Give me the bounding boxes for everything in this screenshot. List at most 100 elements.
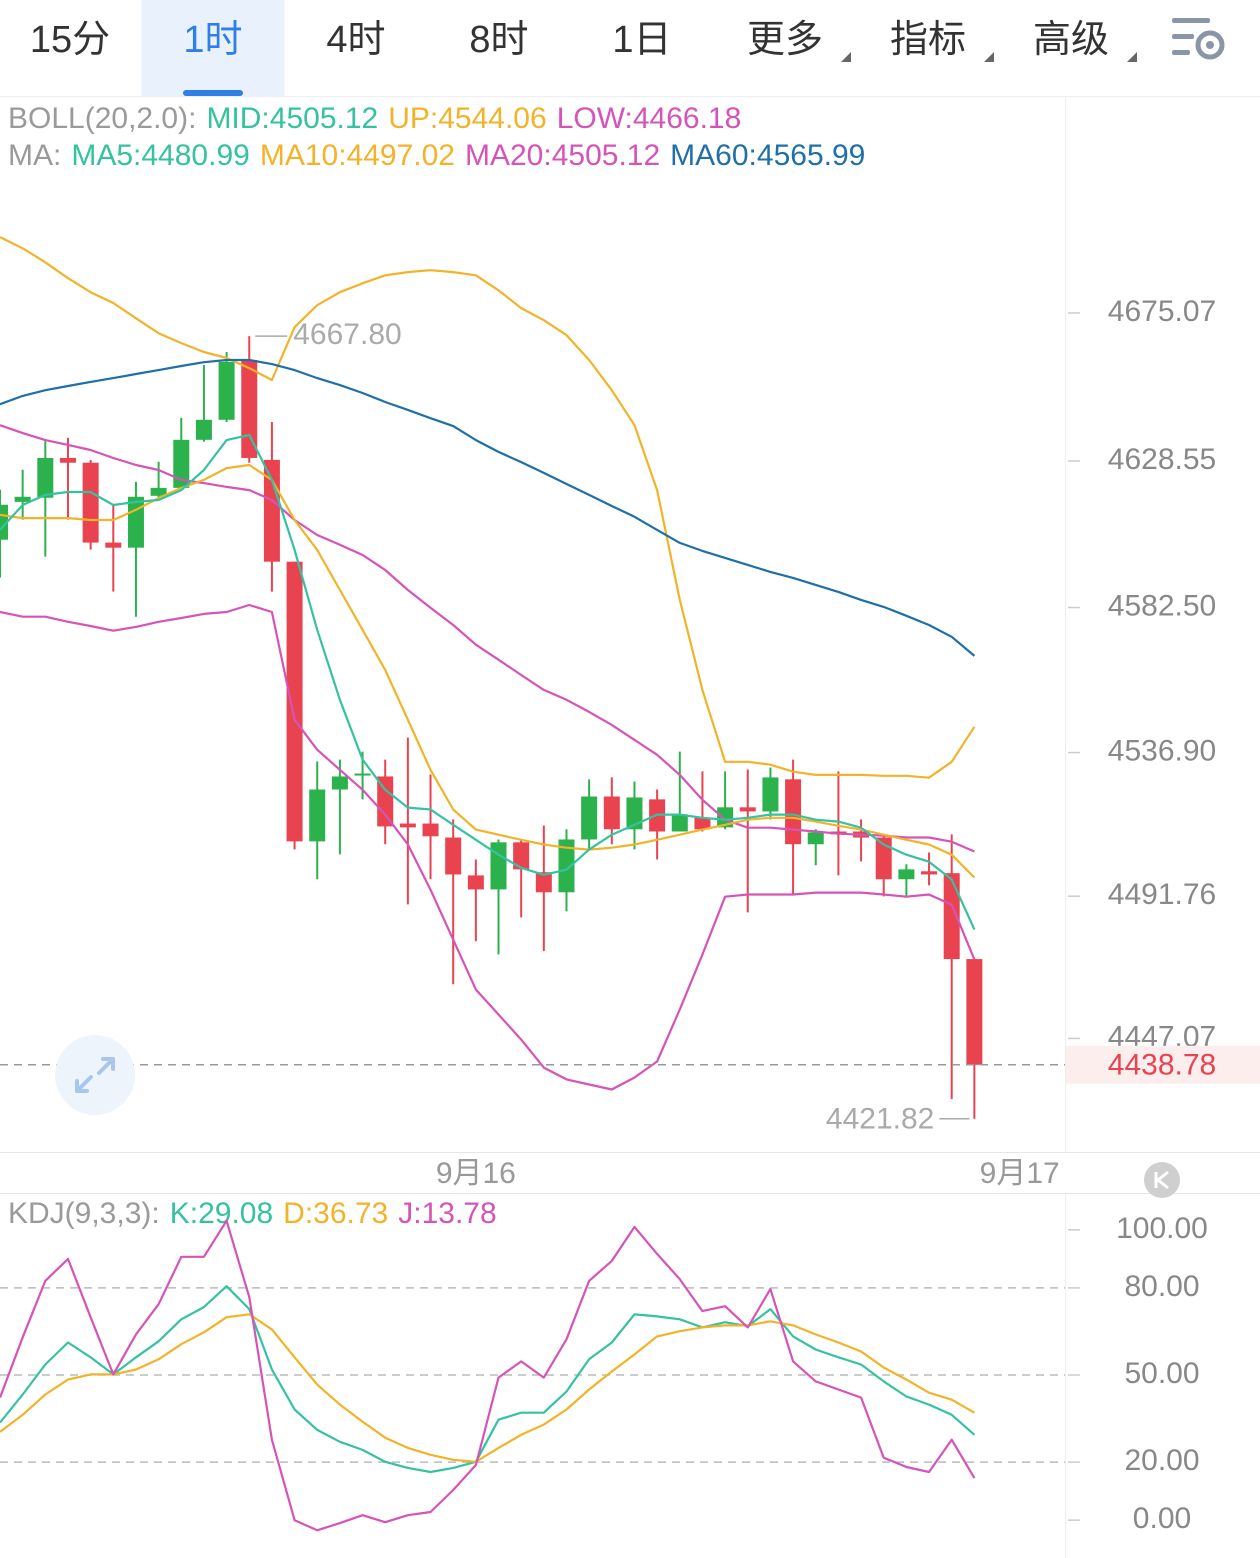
candle-body	[966, 959, 983, 1065]
candle-body	[717, 807, 734, 828]
legend-value: 4505.12	[270, 102, 378, 135]
legend-value: 4497.02	[347, 139, 455, 172]
legend-title: MA:	[8, 139, 61, 172]
y-tick-label: 4582.50	[1108, 589, 1216, 622]
candle-body	[331, 776, 348, 790]
candle-body	[694, 817, 711, 830]
y-tick-label: 4628.55	[1108, 443, 1216, 476]
tab-active-indicator	[183, 90, 243, 96]
candle-body	[422, 823, 439, 837]
candle-body	[785, 779, 802, 845]
legend-value: 4565.99	[757, 139, 865, 172]
candle-body	[14, 496, 31, 502]
candle-body	[875, 837, 892, 880]
candle-body	[943, 873, 960, 960]
expand-button-bg	[55, 1035, 135, 1115]
kdj-panel: KDJ(9,3,3): K:29.08 D:36.73 J:13.78 100.00 80…	[0, 1197, 1208, 1535]
candle-body	[603, 796, 620, 830]
expand-icon	[75, 1057, 115, 1093]
tab-label: 15分	[30, 19, 110, 61]
last-price-label: 4438.78	[1108, 1049, 1216, 1082]
legend-label: MA60:	[670, 139, 757, 172]
tab-active-bg	[141, 0, 285, 96]
candle-body	[59, 457, 76, 463]
candle-body	[626, 797, 643, 830]
candle-body	[173, 439, 190, 488]
icon-gear-center	[1206, 41, 1214, 49]
k-icon	[1154, 1170, 1169, 1190]
legend-value: 36.73	[313, 1197, 388, 1230]
legend-value: 4544.06	[438, 102, 546, 135]
dropdown-caret	[841, 52, 851, 62]
tab-label: 指标	[890, 19, 966, 61]
tab[interactable]: 1日	[612, 19, 671, 61]
legend-value: 4505.12	[552, 139, 660, 172]
candle-body	[898, 869, 915, 880]
candle-body	[218, 361, 235, 420]
candle-body	[921, 871, 938, 875]
candle-body	[309, 789, 326, 842]
tab-label: 4时	[326, 19, 385, 61]
candle-body	[195, 419, 212, 440]
candle-body	[105, 542, 122, 548]
tab[interactable]: 4时	[326, 19, 385, 61]
tab-label: 高级	[1033, 19, 1109, 61]
legend-title: BOLL(20,2.0):	[8, 102, 196, 135]
legend-label: D:	[283, 1197, 313, 1230]
k-button-bg	[1144, 1162, 1180, 1198]
candle-body	[807, 832, 824, 845]
tab[interactable]: 更多	[747, 19, 851, 62]
indicator-line	[0, 463, 976, 879]
y-tick-label: 100.00	[1116, 1212, 1208, 1245]
settings-icon[interactable]	[1172, 18, 1225, 60]
k-button[interactable]	[1144, 1162, 1180, 1198]
indicator-line	[0, 358, 976, 657]
legend: MA: MA5:4480.99 MA10:4497.02 MA20:4505.12 MA…	[8, 139, 865, 172]
candle-body	[581, 796, 598, 840]
tab[interactable]: 1时	[141, 0, 285, 96]
icon-bar	[1172, 18, 1210, 23]
y-tick-label: 50.00	[1124, 1357, 1199, 1390]
legend-label: MA10:	[260, 139, 347, 172]
dropdown-caret	[984, 52, 994, 62]
legend-title: KDJ(9,3,3):	[8, 1197, 160, 1230]
tab[interactable]: 高级	[1033, 19, 1137, 62]
y-tick-label: 20.00	[1124, 1444, 1199, 1477]
legend-label: LOW:	[557, 102, 633, 135]
candle-body	[739, 807, 756, 812]
x-tick-label: 9月16	[436, 1157, 516, 1190]
candle-body	[354, 773, 371, 776]
expand-button[interactable]	[55, 1035, 135, 1115]
legend-value: 4466.18	[633, 102, 741, 135]
legend-label: MID:	[206, 102, 269, 135]
y-tick-label: 80.00	[1124, 1270, 1199, 1303]
candle-body	[241, 359, 258, 458]
plot-area	[0, 1219, 976, 1532]
candle-body	[127, 496, 144, 548]
indicator-line	[0, 603, 976, 1091]
dropdown-caret	[1127, 52, 1137, 62]
candle-body	[513, 842, 530, 870]
indicator-line	[0, 1285, 976, 1474]
legend: KDJ(9,3,3): K:29.08 D:36.73 J:13.78	[8, 1197, 497, 1230]
candle-body	[445, 837, 462, 875]
candle-body	[535, 872, 552, 893]
y-tick-label: 4675.07	[1108, 295, 1216, 328]
price-panel: BOLL(20,2.0): MID:4505.12 UP:4544.06 LOW:44…	[0, 102, 1260, 1190]
tab[interactable]: 指标	[890, 19, 994, 62]
candle-body	[490, 842, 507, 890]
tab[interactable]: 8时	[469, 19, 528, 61]
candle-body	[37, 457, 54, 498]
tab[interactable]: 15分	[30, 19, 110, 61]
legend-label: MA20:	[465, 139, 552, 172]
legend-label: UP:	[388, 102, 438, 135]
icon-bar	[1172, 50, 1190, 55]
candle-body	[467, 875, 484, 890]
tab-bar: 15分 1时 4时 8时 1日 更多 指标 高级	[30, 0, 1137, 96]
tab-label: 1时	[183, 19, 242, 61]
y-tick-label: 4536.90	[1108, 735, 1216, 768]
tab-label: 8时	[469, 19, 528, 61]
candle-body	[377, 776, 394, 827]
